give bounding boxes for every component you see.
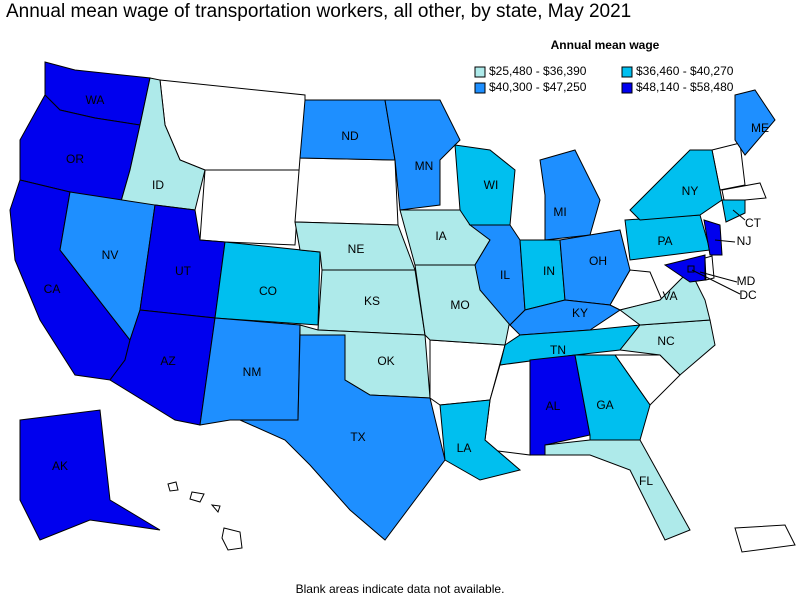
state-label: WI bbox=[484, 178, 499, 192]
state-blank bbox=[167, 481, 179, 492]
map-title: Annual mean wage of transportation worke… bbox=[6, 1, 631, 22]
state-label: VA bbox=[662, 289, 677, 303]
state-label: NM bbox=[243, 365, 262, 379]
state-label: AK bbox=[52, 459, 68, 473]
state-label: NY bbox=[682, 184, 699, 198]
state bbox=[384, 99, 461, 211]
leader-line bbox=[714, 239, 736, 243]
state bbox=[544, 439, 691, 541]
state bbox=[629, 149, 723, 221]
state-blank bbox=[721, 182, 767, 201]
state-blank bbox=[199, 169, 301, 246]
state-label: ME bbox=[751, 121, 769, 135]
state-label: ND bbox=[341, 129, 359, 143]
state-label: IL bbox=[500, 268, 510, 282]
state-label: AZ bbox=[160, 354, 175, 368]
state-label: CT bbox=[745, 216, 762, 230]
state-label: MD bbox=[737, 274, 756, 288]
state-label: UT bbox=[175, 264, 192, 278]
legend-swatch bbox=[474, 66, 486, 78]
state-label: MO bbox=[450, 298, 469, 312]
state-label: NJ bbox=[737, 234, 752, 248]
legend-title: Annual mean wage bbox=[551, 38, 660, 52]
state-label: FL bbox=[639, 474, 653, 488]
state-blank bbox=[221, 527, 243, 551]
state-label: WA bbox=[86, 93, 105, 107]
state-label: NE bbox=[348, 242, 365, 256]
state-label: KS bbox=[364, 294, 380, 308]
state-label: AL bbox=[546, 399, 561, 413]
state-label: TN bbox=[550, 343, 566, 357]
state-label: MI bbox=[553, 205, 566, 219]
legend-label: $40,300 - $47,250 bbox=[489, 80, 587, 94]
state bbox=[19, 409, 161, 541]
states: WA OR CA ID NV UT AZ CO NM ND NE KS OK TX MN IA MO LA WI IL… bbox=[9, 61, 776, 541]
state bbox=[734, 89, 776, 156]
state bbox=[703, 219, 723, 256]
state-label: IN bbox=[543, 264, 555, 278]
state bbox=[439, 399, 522, 481]
state-label: CO bbox=[259, 284, 277, 298]
legend-label: $36,460 - $40,270 bbox=[636, 64, 734, 78]
state bbox=[239, 334, 446, 541]
state bbox=[618, 269, 711, 326]
leader-line bbox=[732, 209, 746, 221]
state-label: LA bbox=[457, 441, 472, 455]
state-label: TX bbox=[350, 430, 365, 444]
legend-label: $48,140 - $58,480 bbox=[636, 80, 734, 94]
state-label: IA bbox=[435, 229, 446, 243]
state-label: MN bbox=[415, 159, 434, 173]
state bbox=[539, 149, 601, 241]
state bbox=[559, 229, 631, 306]
state bbox=[663, 254, 706, 283]
leader-line bbox=[699, 271, 738, 283]
state-blank bbox=[294, 157, 399, 226]
legend-swatch bbox=[621, 66, 633, 78]
state-label: KY bbox=[572, 306, 588, 320]
state-label: OK bbox=[377, 354, 394, 368]
footnote: Blank areas indicate data not available. bbox=[296, 582, 505, 596]
state-label: ID bbox=[152, 178, 164, 192]
state-label: NV bbox=[102, 248, 119, 262]
legend-swatch bbox=[621, 82, 633, 94]
legend-label: $25,480 - $36,390 bbox=[489, 64, 587, 78]
state-label: GA bbox=[596, 398, 613, 412]
leader-line bbox=[691, 269, 741, 295]
state-label: PA bbox=[657, 234, 672, 248]
state-blank bbox=[159, 79, 306, 171]
state-label: OH bbox=[589, 254, 607, 268]
legend-swatch bbox=[474, 82, 486, 94]
state-blank bbox=[734, 524, 796, 553]
state-blank bbox=[210, 504, 221, 513]
state-blank bbox=[189, 491, 205, 503]
state-label: CA bbox=[44, 282, 61, 296]
state-blank bbox=[704, 255, 715, 281]
state-label: DC bbox=[739, 288, 757, 302]
state-label: OR bbox=[66, 152, 84, 166]
state-label: NC bbox=[657, 334, 675, 348]
